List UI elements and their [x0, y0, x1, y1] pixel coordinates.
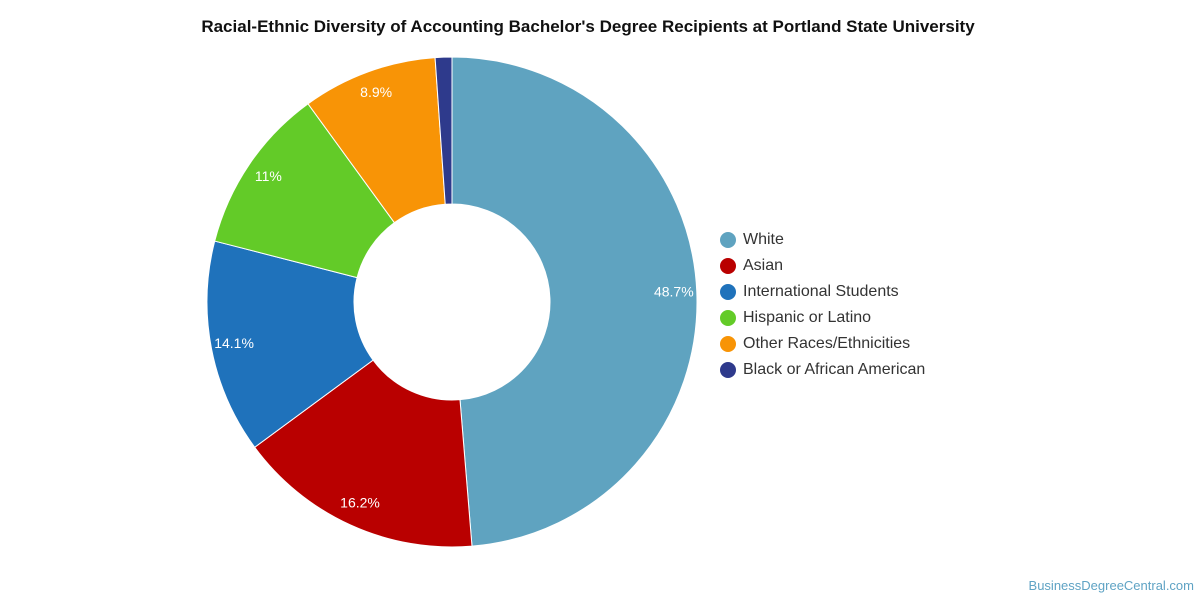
legend-item-other-races-ethnicities[interactable]: Other Races/Ethnicities [720, 331, 925, 357]
slice-label-international-students: 14.1% [214, 335, 254, 351]
legend-label: Hispanic or Latino [743, 309, 871, 327]
legend-label: Asian [743, 257, 783, 275]
legend-swatch [720, 310, 736, 326]
legend: White Asian International Students Hispanic… [720, 227, 925, 383]
legend-swatch [720, 362, 736, 378]
legend-label: International Students [743, 283, 899, 301]
watermark: BusinessDegreeCentral.com [1029, 578, 1194, 593]
slice-label-other-races-ethnicities: 8.9% [360, 84, 392, 100]
legend-item-white[interactable]: White [720, 227, 925, 253]
legend-label: White [743, 231, 784, 249]
legend-swatch [720, 258, 736, 274]
slice-label-asian: 16.2% [340, 495, 380, 511]
legend-swatch [720, 284, 736, 300]
slices-group [207, 57, 697, 547]
legend-label: Black or African American [743, 361, 925, 379]
legend-item-hispanic-or-latino[interactable]: Hispanic or Latino [720, 305, 925, 331]
slice-label-hispanic-or-latino: 11% [255, 168, 282, 184]
legend-item-black-or-african-american[interactable]: Black or African American [720, 357, 925, 383]
legend-item-asian[interactable]: Asian [720, 253, 925, 279]
legend-swatch [720, 336, 736, 352]
slice-label-white: 48.7% [654, 284, 694, 300]
slice-white[interactable] [452, 57, 697, 546]
legend-label: Other Races/Ethnicities [743, 335, 910, 353]
legend-swatch [720, 232, 736, 248]
legend-item-international-students[interactable]: International Students [720, 279, 925, 305]
